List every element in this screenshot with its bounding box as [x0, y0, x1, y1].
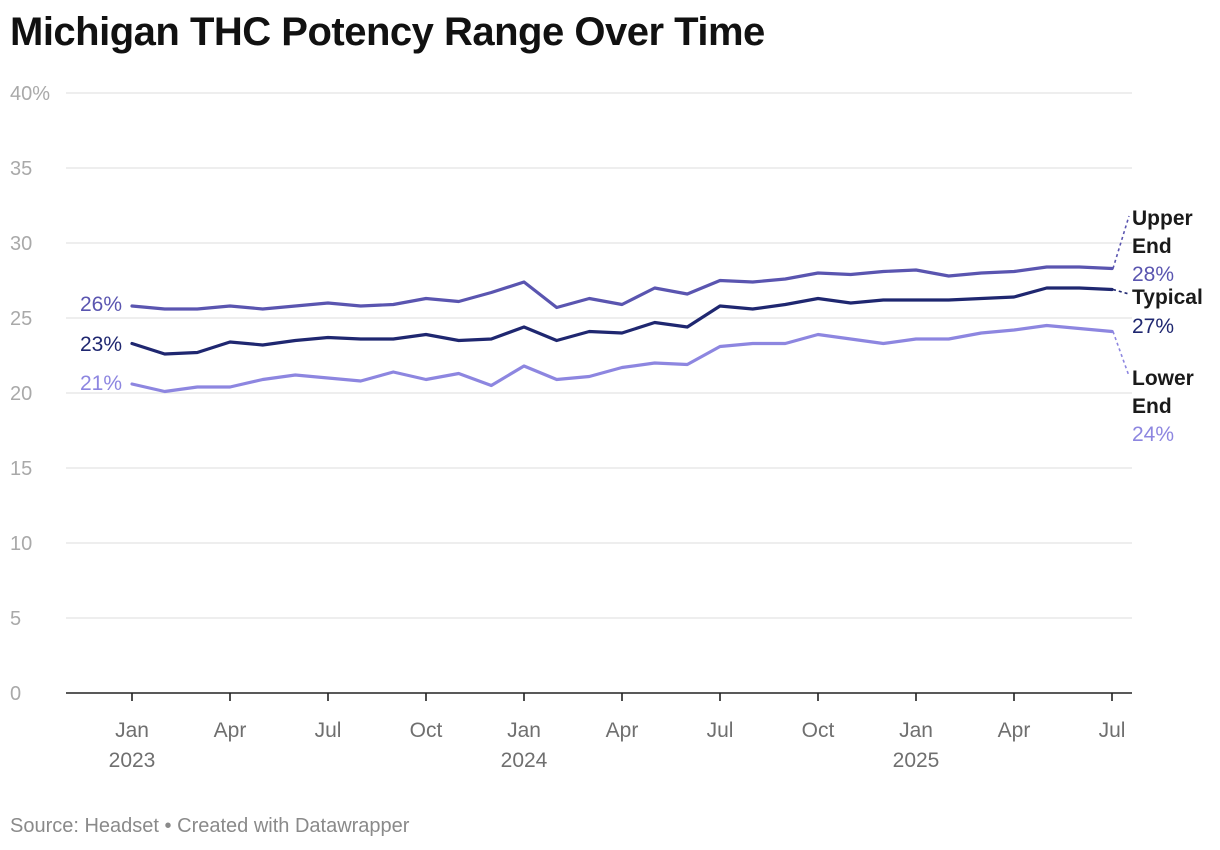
y-tick-label-0: 0 — [10, 683, 21, 705]
series-name-typical-line-1: Typical — [1132, 286, 1203, 309]
x-tick-label-month: Apr — [998, 719, 1031, 742]
y-tick-label-35: 35 — [10, 158, 32, 180]
y-tick-label-40: 40% — [10, 83, 50, 105]
x-tick-label-month: Oct — [802, 719, 835, 742]
x-tick-label-year: 2023 — [109, 749, 156, 772]
x-tick-label-year: 2025 — [893, 749, 940, 772]
x-tick-label-month: Oct — [410, 719, 443, 742]
x-tick-label-month: Jan — [507, 719, 541, 742]
credit-text: Created with Datawrapper — [177, 815, 410, 837]
series-name-upper-line-1: Upper — [1132, 207, 1193, 230]
end-value-label-upper: 28% — [1132, 263, 1174, 286]
x-tick-label-month: Jan — [899, 719, 933, 742]
x-tick-label-month: Jul — [1099, 719, 1126, 742]
y-tick-label-25: 25 — [10, 308, 32, 330]
series-name-lower-line-2: End — [1132, 395, 1172, 418]
x-tick-label-month: Jul — [707, 719, 734, 742]
y-tick-label-20: 20 — [10, 383, 32, 405]
x-tick-label-year: 2024 — [501, 749, 548, 772]
footer-separator: • — [164, 815, 172, 837]
series-line-typical — [130, 286, 1114, 356]
label-connector-typical — [1112, 288, 1130, 295]
series-name-lower-line-1: Lower — [1132, 367, 1194, 390]
source-text: Source: Headset — [10, 815, 159, 837]
x-tick-label-month: Apr — [214, 719, 247, 742]
y-tick-label-10: 10 — [10, 533, 32, 555]
grid-layer — [66, 92, 1132, 619]
label-connectors — [1112, 215, 1130, 377]
series-labels: 26% 23% 21% Upper End 28%Typical 27% Lower End 24… — [80, 207, 1203, 446]
x-tick-label-month: Jul — [315, 719, 342, 742]
chart-footer: Source: Headset • Created with Datawrapp… — [10, 815, 409, 838]
label-connector-lower — [1112, 331, 1130, 377]
start-value-label-upper: 26% — [80, 293, 122, 316]
label-connector-upper — [1112, 215, 1130, 269]
series-line-lower — [130, 323, 1114, 394]
y-axis: 0 5 10 15 20 25 30 35 40% — [10, 83, 50, 705]
end-value-label-typical: 27% — [1132, 315, 1174, 338]
y-tick-label-5: 5 — [10, 608, 21, 630]
start-value-label-typical: 23% — [80, 333, 122, 356]
series-lines — [130, 265, 1114, 394]
end-value-label-lower: 24% — [1132, 423, 1174, 446]
chart-title: Michigan THC Potency Range Over Time — [10, 10, 765, 54]
y-tick-label-15: 15 — [10, 458, 32, 480]
series-name-upper-line-2: End — [1132, 235, 1172, 258]
series-line-upper — [130, 265, 1114, 311]
x-tick-label-month: Apr — [606, 719, 639, 742]
start-value-label-lower: 21% — [80, 372, 122, 395]
x-tick-label-month: Jan — [115, 719, 149, 742]
y-tick-label-30: 30 — [10, 233, 32, 255]
x-axis: Jan 2023 Apr Jul Oct Jan 2024 Apr Jul Oct Jan 2025 A… — [66, 692, 1132, 772]
